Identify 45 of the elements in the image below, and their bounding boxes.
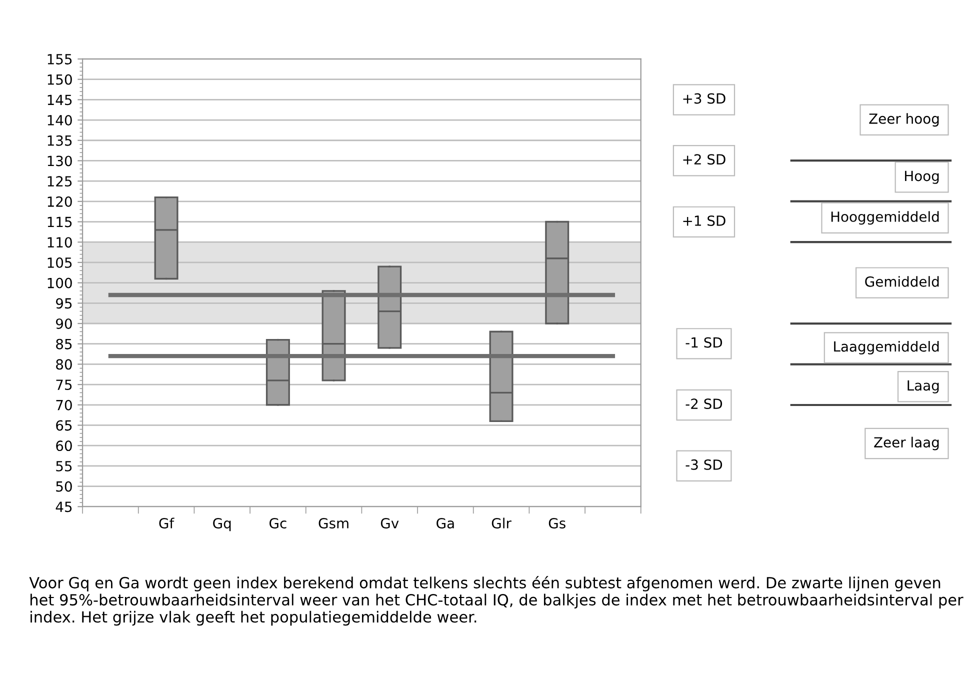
y-tick-label: 95 bbox=[56, 298, 72, 309]
y-tick-label: 100 bbox=[48, 278, 72, 288]
text: -3 SD bbox=[686, 459, 722, 470]
text: +2 SD bbox=[683, 154, 726, 165]
y-tick-label: 125 bbox=[48, 176, 72, 187]
y-tick-label: 50 bbox=[56, 481, 72, 492]
y-tick-label: 60 bbox=[56, 440, 72, 452]
y-tick-label: 75 bbox=[56, 380, 72, 390]
y-tick-label: 140 bbox=[48, 115, 72, 126]
text: Laag bbox=[908, 380, 939, 394]
y-tick-label: 85 bbox=[56, 338, 72, 350]
y-tick-label: 120 bbox=[48, 196, 72, 207]
y-tick-label: 155 bbox=[48, 54, 72, 64]
text: +3 SD bbox=[683, 93, 726, 104]
text: Zeer hoog bbox=[869, 113, 939, 127]
text: Hooggemiddeld bbox=[831, 211, 939, 225]
x-tick-label: Gf bbox=[159, 518, 174, 528]
text: Laaggemiddeld bbox=[834, 340, 939, 354]
y-tick-label: 45 bbox=[56, 502, 72, 512]
text: Gemiddeld bbox=[865, 276, 939, 287]
y-tick-label: 110 bbox=[48, 237, 72, 248]
y-tick-label: 115 bbox=[48, 216, 72, 228]
text: +1 SD bbox=[683, 215, 726, 226]
text: -2 SD bbox=[686, 398, 722, 410]
x-tick-label: Gs bbox=[548, 518, 566, 528]
y-tick-label: 130 bbox=[48, 156, 72, 166]
y-tick-label: 105 bbox=[48, 257, 72, 268]
text: Hoog bbox=[905, 170, 939, 184]
y-tick-label: 150 bbox=[48, 74, 72, 85]
text: -1 SD bbox=[686, 337, 722, 348]
y-tick-label: 55 bbox=[56, 461, 72, 472]
y-tick-label: 135 bbox=[48, 135, 72, 146]
x-tick-label: Gc bbox=[270, 518, 286, 528]
y-tick-label: 145 bbox=[48, 94, 72, 106]
x-tick-label: Gsm bbox=[318, 518, 348, 528]
y-tick-label: 80 bbox=[56, 359, 72, 370]
x-tick-label: Ga bbox=[436, 518, 454, 528]
text: Voor Gq en Ga wordt geen index berekend omdat telkens slechts één subtest afgenomen werd. De zwarte lijnen geven het 95%-betrouwbaarheidsinterval weer van het CHC-totaal IQ, de balkjes de index met het betrouwbaarheidsinterval per index. Het grijze vlak geeft het populatiegemiddelde weer. bbox=[29, 576, 964, 626]
y-tick-label: 70 bbox=[56, 400, 72, 410]
y-tick-label: 90 bbox=[56, 318, 72, 329]
x-tick-label: Glr bbox=[492, 518, 512, 528]
x-tick-label: Gq bbox=[213, 518, 231, 532]
x-tick-label: Gv bbox=[380, 518, 399, 528]
y-tick-label: 65 bbox=[56, 420, 72, 431]
text: Zeer laag bbox=[874, 436, 939, 450]
